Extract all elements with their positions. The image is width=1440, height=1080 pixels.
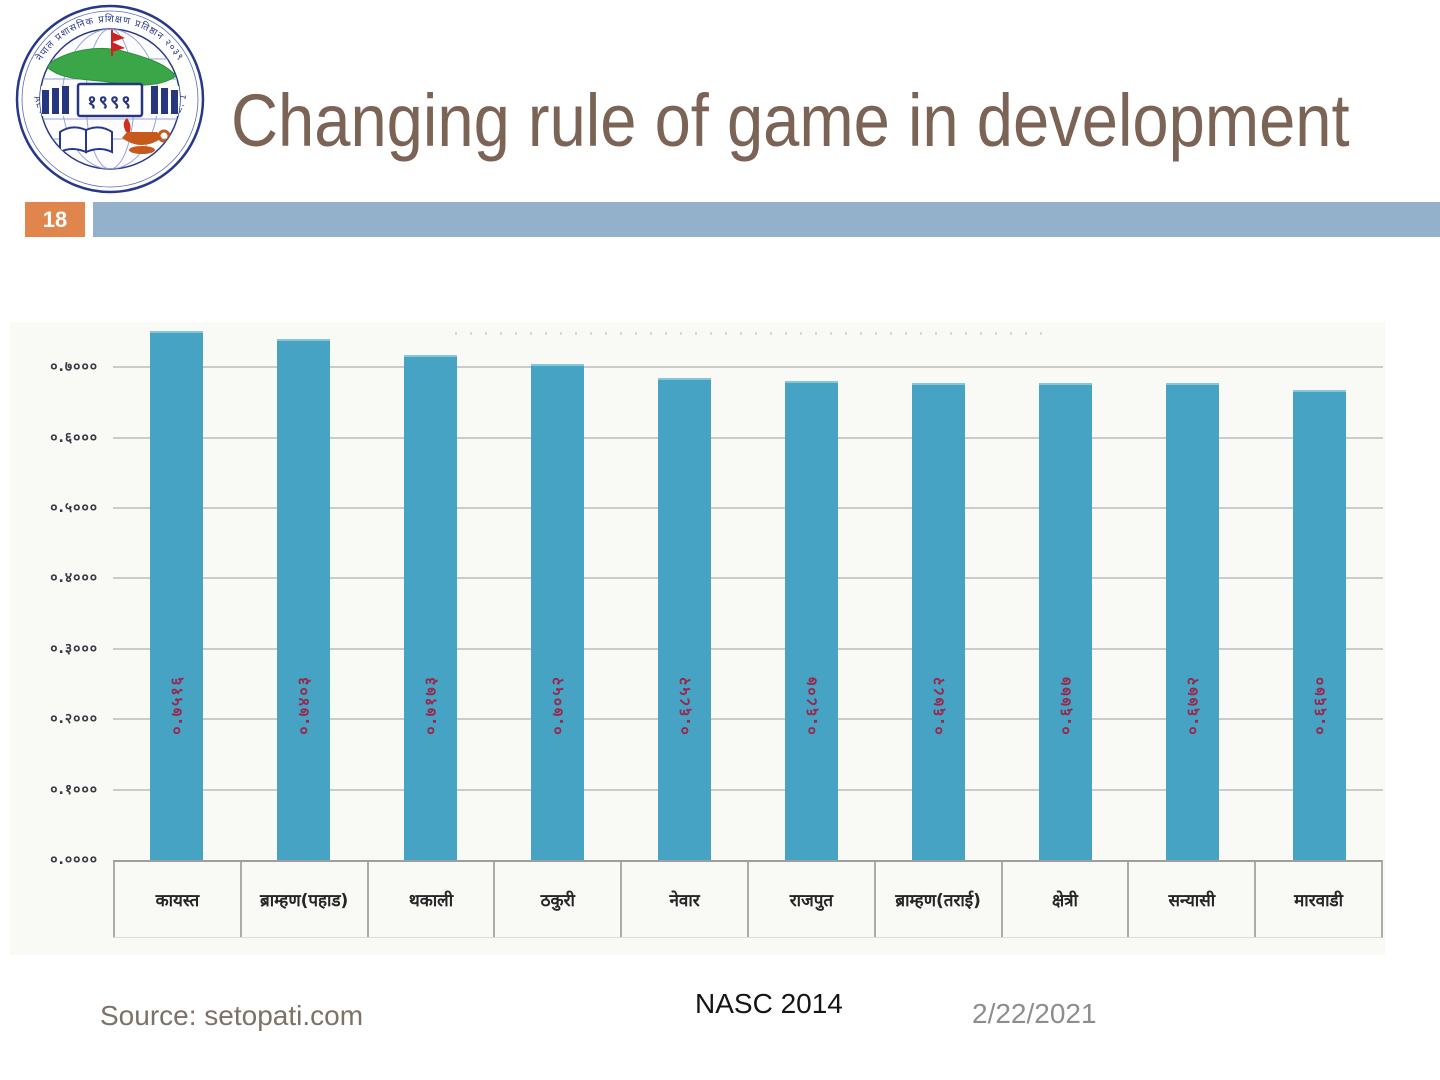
category-cell: ठकुरी <box>493 862 620 937</box>
footer-date: 2/22/2021 <box>972 998 1097 1029</box>
y-axis-tick-label: ०.४००० <box>50 570 98 587</box>
gridline <box>113 647 1383 650</box>
category-cell: कायस्त <box>113 862 240 937</box>
gridline <box>113 718 1383 721</box>
bar-value-label: ०.७०५२ <box>531 637 584 772</box>
bar-value-label: ०.६७८२ <box>912 637 965 772</box>
bar-value-label: ०.६८०७ <box>785 637 838 772</box>
gridline <box>113 366 1383 369</box>
bar <box>658 377 711 860</box>
bar-value-label-text: ०.६६७० <box>1309 674 1329 735</box>
category-label: नेवार <box>669 891 700 911</box>
category-label: ब्राम्हण(तराई) <box>895 891 981 911</box>
slide-number-badge: 18 <box>25 202 85 237</box>
category-cell: थकाली <box>366 862 494 937</box>
category-cell: ब्राम्हण(पहाड) <box>239 862 367 937</box>
bar-value-label: ०.७४०३ <box>277 637 330 772</box>
bar <box>277 338 330 860</box>
gridline <box>113 577 1383 580</box>
bar-value-label: ०.६७७२ <box>1166 637 1219 772</box>
lamp-icon <box>122 118 171 154</box>
category-cell: सन्यासी <box>1127 862 1254 937</box>
y-axis-tick-label: ०.२००० <box>50 711 98 728</box>
nepal-map-shape <box>45 47 177 86</box>
bar-value-label-text: ०.७५१६ <box>166 674 186 735</box>
category-axis-strip: कायस्त ब्राम्हण(पहाड) थकाली ठकुरी नेवार राजपु… <box>113 860 1383 938</box>
bar <box>1293 390 1346 860</box>
category-label: राजपुत <box>789 891 834 911</box>
bar <box>912 382 965 860</box>
bar <box>531 363 584 860</box>
gridline <box>113 436 1383 439</box>
footer-org-year: NASC 2014 <box>695 988 843 1019</box>
book-icon <box>59 126 113 154</box>
bar-value-label: ०.६८५२ <box>658 637 711 772</box>
category-label: सन्यासी <box>1168 891 1216 911</box>
bar-value-label-text: ०.६७७७ <box>1055 674 1075 735</box>
gridline <box>113 788 1383 791</box>
bar-value-label-text: ०.६७८२ <box>928 674 948 735</box>
bar-value-label-text: ०.६८०७ <box>801 674 821 735</box>
bar-value-label-text: ०.६७७२ <box>1182 674 1202 735</box>
category-label: मारवाडी <box>1294 891 1343 911</box>
bar-value-label-text: ०.७१७३ <box>420 674 440 735</box>
category-label: थकाली <box>408 891 454 911</box>
logo-center-text: १९९९ <box>87 92 132 113</box>
y-axis-tick-label: ०.३००० <box>50 640 98 657</box>
y-axis-tick-label: ०.०००० <box>50 852 98 868</box>
y-axis-tick-label: ०.१००० <box>50 781 98 798</box>
bar-value-label-text: ०.७०५२ <box>547 674 567 735</box>
header-divider-bar <box>93 202 1440 237</box>
y-axis-tick-label: ०.५००० <box>50 500 98 516</box>
bar-value-label: ०.७१७३ <box>404 637 457 772</box>
category-cell: मारवाडी <box>1254 862 1381 937</box>
category-cell: नेवार <box>620 862 747 937</box>
nasc-logo: नेपाल प्रशासनिक प्रशिक्षण प्रतिष्ठान २०३… <box>8 2 205 194</box>
bar-value-label: ०.७५१६ <box>150 637 203 772</box>
slide-title: Changing rule of game in development <box>231 84 1440 158</box>
category-cell: ब्राम्हण(तराई) <box>873 862 1001 937</box>
bar <box>404 355 457 860</box>
y-axis-tick-label: ०.६००० <box>50 429 98 446</box>
footer-source: Source: setopati.com <box>100 1000 364 1031</box>
bar-chart: ०.७००० ०.६००० ०.५००० ०.४००० ०.३००० ०.२००० ०.१०… <box>10 322 1385 955</box>
bar-value-label: ०.६६७० <box>1293 637 1346 772</box>
category-cell: क्षेत्री <box>1000 862 1128 937</box>
category-label: क्षेत्री <box>1051 891 1078 911</box>
faded-chart-title-artifact <box>455 332 1045 335</box>
bar <box>150 330 203 860</box>
bar-value-label-text: ०.६८५२ <box>674 674 694 735</box>
y-axis-tick-label: ०.७००० <box>50 359 98 376</box>
slide-title-text: Changing rule of game in development <box>231 79 1350 162</box>
bar <box>785 380 838 860</box>
category-label: ठकुरी <box>540 891 575 911</box>
category-label: कायस्त <box>155 891 200 911</box>
category-label: ब्राम्हण(पहाड) <box>260 891 349 911</box>
bar-value-label: ०.६७७७ <box>1039 637 1092 772</box>
bar <box>1166 383 1219 860</box>
flag-icon <box>111 30 125 56</box>
bar <box>1039 382 1092 860</box>
gridline <box>113 507 1383 509</box>
bar-value-label-text: ०.७४०३ <box>293 674 313 735</box>
category-cell: राजपुत <box>746 862 874 937</box>
